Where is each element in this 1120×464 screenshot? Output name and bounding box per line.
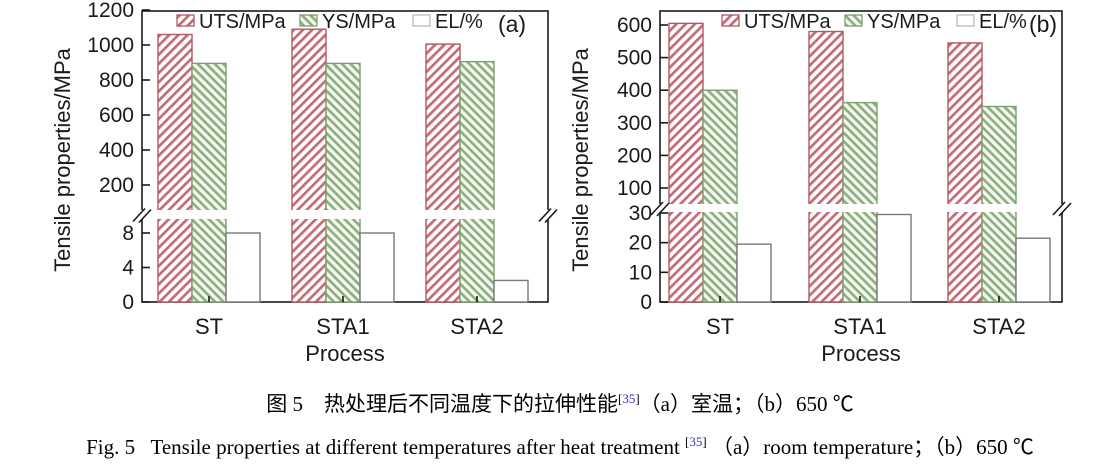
ytick-label-a: 200 xyxy=(99,174,134,197)
ytick-label-a: 0 xyxy=(122,291,134,314)
ytick-label-a: 600 xyxy=(99,104,134,127)
category-label-sta1-b: STA1 xyxy=(833,314,886,339)
legend-swatch-ys-b xyxy=(844,14,863,27)
break-mark-a xyxy=(538,207,552,223)
legend-label-uts-a: UTS/MPa xyxy=(199,11,287,33)
category-label-st-a: ST xyxy=(195,314,223,339)
category-label-sta2-a: STA2 xyxy=(450,314,503,339)
ytick-label-b: 30 xyxy=(629,202,652,225)
bar-el-st-b xyxy=(736,243,772,303)
bar-ys-sta1-a xyxy=(325,62,361,303)
break-mark-b xyxy=(650,201,664,216)
ytick-label-b: 600 xyxy=(617,14,652,37)
ytick-label-a: 1200 xyxy=(87,0,134,22)
ytick-label-a: 4 xyxy=(122,257,134,280)
caption-en-suffix: （a）room temperature；（b）650 ℃ xyxy=(706,435,1034,459)
ytick-label-a: 8 xyxy=(122,222,134,245)
break-mark-a xyxy=(544,208,558,224)
caption-en-text: Fig. 5 Tensile properties at different t… xyxy=(86,435,686,459)
bar-uts-sta2-b xyxy=(947,42,983,303)
chart-a: 1200 1000 800 600 400 200 8 4 0 ST STA1 STA2 Process… xyxy=(50,0,558,366)
bar-el-sta1-a xyxy=(359,232,395,303)
bar-uts-sta1-b xyxy=(808,30,844,303)
bar-uts-sta1-a xyxy=(291,28,327,303)
bar-uts-st-b xyxy=(668,22,704,303)
category-label-sta1-a: STA1 xyxy=(316,314,369,339)
bar-el-sta2-b xyxy=(1015,237,1051,303)
legend-swatch-uts-a xyxy=(176,14,195,27)
ytick-label-b: 200 xyxy=(617,144,652,167)
citation-number: 35 xyxy=(689,434,703,449)
ytick-label-b: 0 xyxy=(640,291,652,314)
ytick-label-b: 400 xyxy=(617,79,652,102)
ytick-label-a: 400 xyxy=(99,139,134,162)
legend-label-el-b: EL/% xyxy=(979,11,1027,33)
bar-ys-st-b xyxy=(702,89,738,303)
bar-el-sta1-b xyxy=(876,213,912,303)
citation-ref-zh: [35] xyxy=(617,391,640,406)
ytick-label-b: 10 xyxy=(629,261,652,284)
axis-break-band-b xyxy=(656,204,1066,212)
panel-label-a: (a) xyxy=(498,11,526,37)
bar-el-sta2-a xyxy=(493,279,529,303)
bar-ys-sta1-b xyxy=(842,101,878,303)
ytick-label-a: 1000 xyxy=(87,34,134,57)
category-label-sta2-b: STA2 xyxy=(972,314,1025,339)
bar-uts-sta2-a xyxy=(425,43,461,303)
legend-swatch-el-a xyxy=(412,14,431,27)
ytick-label-b: 20 xyxy=(629,232,652,255)
yaxis-title-a: Tensile properties/MPa xyxy=(50,47,75,272)
ytick-label-b: 100 xyxy=(617,177,652,200)
bar-uts-st-a xyxy=(157,33,193,303)
citation-ref-en: [35] xyxy=(685,434,707,449)
break-mark-a xyxy=(138,208,152,224)
bar-ys-sta2-a xyxy=(459,60,495,303)
citation-number: 35 xyxy=(622,391,636,406)
legend-label-uts-b: UTS/MPa xyxy=(744,11,832,33)
legend-swatch-el-b xyxy=(956,14,975,27)
caption-en: Fig. 5 Tensile properties at different t… xyxy=(0,431,1120,461)
break-mark-a xyxy=(132,207,146,223)
caption-zh: 图 5 热处理后不同温度下的拉伸性能[35]（a）室温；（b）650 ℃ xyxy=(0,388,1120,418)
bar-ys-st-a xyxy=(191,62,227,303)
legend-label-el-a: EL/% xyxy=(435,11,483,33)
break-mark-b xyxy=(656,202,670,217)
yaxis-title-b: Tensile properties/MPa xyxy=(568,47,593,272)
caption-zh-text: 图 5 热处理后不同温度下的拉伸性能 xyxy=(266,392,618,416)
category-label-st-b: ST xyxy=(706,314,734,339)
legend-swatch-uts-b xyxy=(721,14,740,27)
ytick-label-a: 800 xyxy=(99,69,134,92)
break-mark-b xyxy=(1052,201,1066,216)
caption-zh-suffix: （a）室温；（b）650 ℃ xyxy=(639,392,854,416)
xaxis-title-b: Process xyxy=(821,341,900,366)
axis-break-band-a xyxy=(138,210,552,219)
bar-el-st-a xyxy=(225,232,261,303)
legend-swatch-ys-a xyxy=(299,14,318,27)
break-mark-b xyxy=(1058,202,1072,217)
panel-label-b: (b) xyxy=(1029,11,1057,37)
ytick-label-b: 500 xyxy=(617,47,652,70)
ytick-label-b: 300 xyxy=(617,112,652,135)
legend-label-ys-b: YS/MPa xyxy=(867,11,941,33)
xaxis-title-a: Process xyxy=(305,341,384,366)
legend-label-ys-a: YS/MPa xyxy=(322,11,396,33)
